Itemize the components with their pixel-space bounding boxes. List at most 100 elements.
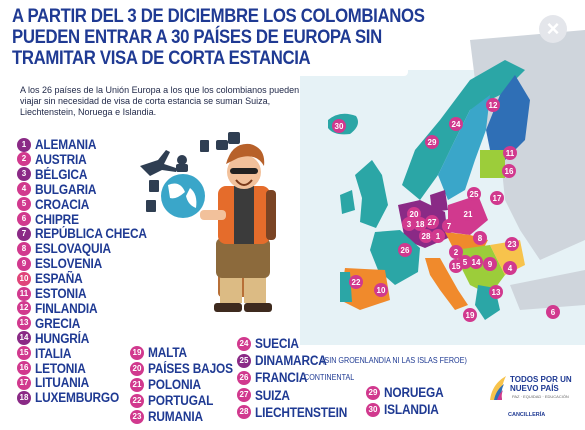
country-number-badge: 28 (237, 405, 251, 420)
map-badge-circle (425, 215, 439, 229)
country-number-badge: 30 (366, 402, 380, 417)
country-number-badge: 9 (17, 256, 31, 271)
country-list-item: 3 BÉLGICA (17, 167, 94, 182)
map-badge-number: 21 (464, 210, 473, 219)
map-badge-number: 6 (551, 308, 556, 317)
camera-icon (177, 155, 187, 165)
map-badge-circle (473, 231, 487, 245)
map-badge-number: 19 (466, 311, 475, 320)
map-badge-number: 10 (377, 286, 386, 295)
country-list-item: 25 DINAMARCA (SIN GROENLANDIA NI LAS ISLAS… (237, 353, 483, 368)
map-badge-number: 2 (454, 248, 459, 257)
close-button[interactable]: × (539, 15, 567, 43)
map-badge-number: 24 (452, 120, 461, 129)
map-badge-circle (486, 98, 500, 112)
country-list-item: 4 BULGARIA (17, 182, 105, 197)
map-badge-circle (490, 191, 504, 205)
country-number-badge: 11 (17, 286, 31, 301)
map-badge-circle (505, 237, 519, 251)
headline-line-1: A PARTIR DEL 3 DE DICIEMBRE LOS COLOMBIA… (12, 5, 425, 27)
country-number-badge: 17 (17, 375, 31, 390)
map-badge-circle (402, 217, 416, 231)
map-badge-circle (425, 135, 439, 149)
map-badge-number: 14 (472, 258, 481, 267)
logo-ministry: CANCILLERÍA (508, 412, 546, 418)
luggage-icon (200, 140, 209, 152)
country-list-item: 9 ESLOVENIA (17, 256, 111, 271)
country-name: AUSTRIA (35, 151, 87, 167)
svg-text:$: $ (150, 183, 155, 192)
map-badge-circle (503, 261, 517, 275)
country-list-item: 8 ESLOVAQUIA (17, 241, 121, 256)
country-number-badge: 4 (17, 182, 31, 197)
map-badge-circle (469, 255, 483, 269)
train-icon (228, 132, 240, 144)
country-number-badge: 16 (17, 361, 31, 375)
country-name: SUIZA (255, 387, 290, 403)
map-badge-circle (374, 283, 388, 297)
country-number-badge: 3 (17, 167, 31, 182)
map-badge-number: 17 (493, 194, 502, 203)
country-name: BÉLGICA (35, 166, 88, 182)
country-name: LITUANIA (35, 375, 90, 391)
country-list-item: 29 NORUEGA (366, 385, 452, 400)
map-badge-circle (442, 219, 456, 233)
passport-icon (149, 180, 159, 192)
map-badge-circle (449, 117, 463, 131)
country-list-item: 27 SUIZA (237, 388, 295, 403)
map-badge-number: 27 (428, 218, 437, 227)
sweden-shape (438, 95, 490, 200)
map-badge-circle (461, 207, 475, 221)
country-name: CHIPRE (35, 211, 79, 227)
airplane-icon (140, 150, 176, 176)
map-badge-circle (503, 146, 517, 160)
country-list-item: 11 ESTONIA (17, 286, 93, 301)
map-badge-number: 5 (463, 258, 468, 267)
map-badge-number: 30 (335, 122, 344, 131)
map-badge-circle (467, 187, 481, 201)
country-number-badge: 24 (237, 336, 251, 351)
map-badge-circle (349, 275, 363, 289)
country-name: ITALIA (35, 345, 72, 361)
country-number-badge: 13 (17, 316, 31, 331)
travel-icons: $ (140, 132, 240, 212)
country-name: FINLANDIA (35, 300, 98, 316)
country-list-item: 2 AUSTRIA (17, 152, 94, 167)
country-list-item: 17 LITUANIA (17, 375, 96, 390)
map-badge-number: 11 (506, 149, 515, 158)
country-name: REPÚBLICA CHECA (35, 226, 147, 242)
country-list-item: 7 REPÚBLICA CHECA (17, 226, 162, 241)
country-number-badge: 18 (17, 390, 31, 405)
country-list-item: 6 CHIPRE (17, 212, 85, 227)
country-name: ISLANDIA (384, 402, 439, 417)
country-list-item: 13 GRECIA (17, 316, 86, 331)
country-list-item: 30 ISLANDIA (366, 402, 446, 417)
map-badge-number: 8 (478, 234, 483, 243)
logo-subtitle: PAZ · EQUIDAD · EDUCACIÓN (512, 394, 569, 399)
country-number-badge: 27 (237, 388, 251, 403)
country-number-badge: 21 (130, 377, 144, 392)
logo-mark-icon (490, 376, 506, 400)
finland-shape (486, 75, 530, 160)
headline-banner: A PARTIR DEL 3 DE DICIEMBRE LOS COLOMBIA… (0, 0, 425, 76)
country-name: HUNGRÍA (35, 330, 90, 346)
map-badge-circle (489, 285, 503, 299)
country-number-badge: 29 (366, 385, 380, 400)
intro-paragraph: A los 26 países de la Unión Europa a los… (20, 85, 300, 117)
country-name: ESPAÑA (35, 271, 83, 287)
map-badge-number: 1 (436, 232, 441, 241)
country-list-item: 18 LUXEMBURGO (17, 390, 131, 405)
map-badge-circle (463, 308, 477, 322)
norway-shape (402, 60, 525, 200)
country-name: ESLOVAQUIA (35, 241, 111, 257)
country-list-item: 28 LIECHTENSTEIN (237, 405, 360, 420)
map-badge-circle (419, 229, 433, 243)
map-badge-number: 29 (428, 138, 437, 147)
map-badge-circle (413, 217, 427, 231)
country-name: FRANCIA (255, 370, 308, 386)
map-badge-number: 23 (508, 240, 517, 249)
map-badge-number: 22 (352, 278, 361, 287)
country-name: ALEMANIA (35, 137, 97, 152)
map-badge-number: 13 (492, 288, 501, 297)
country-number-badge: 25 (237, 353, 251, 368)
